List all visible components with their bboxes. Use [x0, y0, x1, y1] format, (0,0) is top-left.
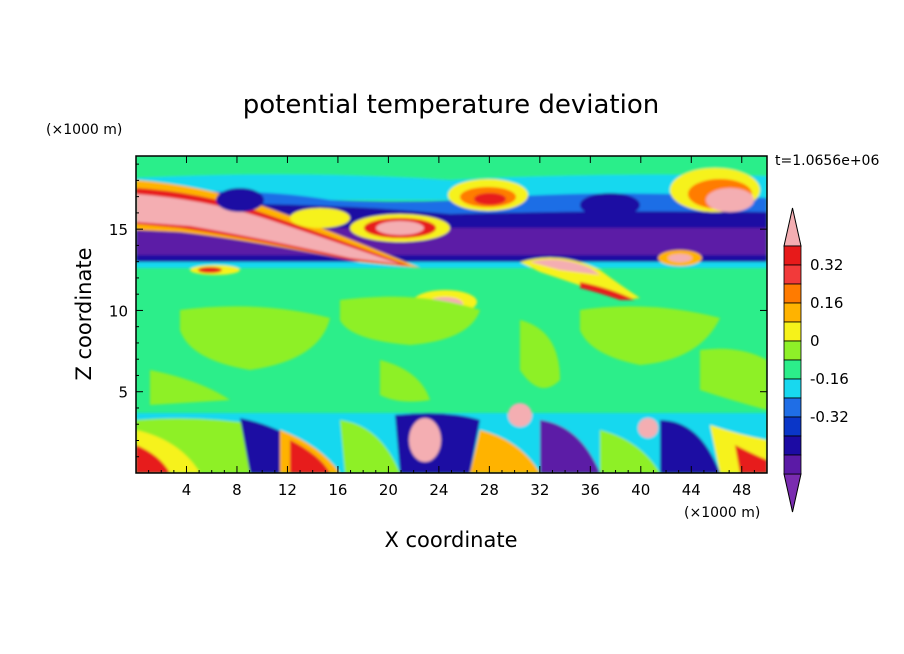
- x-tick-label: 48: [732, 481, 751, 499]
- x-tick-label: 24: [429, 481, 448, 499]
- x-tick-label: 32: [530, 481, 549, 499]
- colorbar-segment: [783, 397, 802, 418]
- colorbar-segment: [783, 321, 802, 342]
- colorbar: 0.32 0.16 0 -0.16 -0.32: [783, 207, 849, 513]
- colorbar-segment: [783, 378, 802, 399]
- y-units-label: (×1000 m): [46, 122, 122, 138]
- colorbar-segment: [783, 245, 802, 266]
- x-units-label: (×1000 m): [684, 505, 760, 521]
- colorbar-segment: [783, 435, 802, 456]
- colorbar-tick-label: 0: [810, 332, 820, 350]
- colorbar-segment: [783, 416, 802, 437]
- colorbar-top-triangle: [783, 207, 802, 247]
- time-label: t=1.0656e+06: [775, 153, 879, 169]
- contour-field: [136, 156, 767, 473]
- y-axis-title: Z coordinate: [72, 247, 96, 380]
- x-tick-label: 4: [182, 481, 192, 499]
- colorbar-tick-label: -0.32: [810, 408, 849, 426]
- x-axis-title: X coordinate: [384, 528, 517, 552]
- colorbar-tick-label: -0.16: [810, 370, 849, 388]
- x-tick-label: 44: [682, 481, 701, 499]
- y-tick-label: 5: [118, 384, 128, 402]
- x-tick-label: 36: [581, 481, 600, 499]
- colorbar-segment: [783, 359, 802, 380]
- x-axis: 4 8 12 16 20 24 28 32 36 40 44 48: [148, 156, 755, 499]
- colorbar-tick-label: 0.32: [810, 256, 843, 274]
- colorbar-segment: [783, 264, 802, 285]
- colorbar-segment: [783, 283, 802, 304]
- x-tick-label: 40: [631, 481, 650, 499]
- colorbar-segment: [783, 302, 802, 323]
- colorbar-segment: [783, 454, 802, 475]
- x-tick-label: 20: [379, 481, 398, 499]
- y-axis: 5 10 15: [109, 163, 767, 458]
- x-tick-label: 8: [232, 481, 242, 499]
- x-tick-label: 16: [328, 481, 347, 499]
- colorbar-bottom-triangle: [783, 473, 802, 513]
- colorbar-tick-label: 0.16: [810, 294, 843, 312]
- x-tick-label: 28: [480, 481, 499, 499]
- y-tick-label: 10: [109, 302, 128, 320]
- chart-title: potential temperature deviation: [243, 90, 659, 120]
- x-tick-label: 12: [278, 481, 297, 499]
- colorbar-segment: [783, 340, 802, 361]
- y-tick-label: 15: [109, 221, 128, 239]
